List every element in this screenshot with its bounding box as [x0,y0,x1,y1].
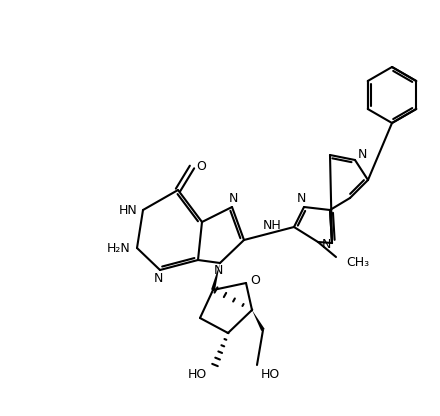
Text: H₂N: H₂N [106,242,130,255]
Text: CH₃: CH₃ [346,255,369,268]
Text: HN: HN [118,203,137,216]
Text: N: N [213,263,223,277]
Text: NH: NH [263,219,281,232]
Text: N: N [153,272,163,285]
Text: HO: HO [261,369,280,381]
Text: N: N [357,149,367,161]
Polygon shape [211,263,220,290]
Text: O: O [196,159,206,173]
Polygon shape [252,310,265,331]
Text: HO: HO [188,369,207,381]
Text: O: O [250,273,260,287]
Text: N: N [228,193,238,206]
Text: N: N [321,238,331,250]
Text: N: N [296,193,306,206]
